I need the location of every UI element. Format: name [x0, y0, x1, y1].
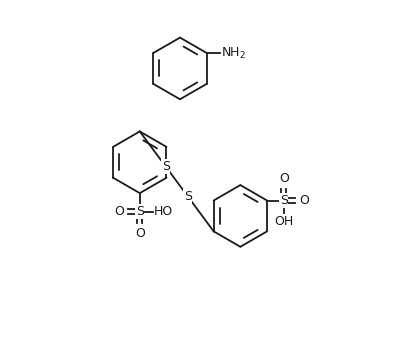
Text: S: S: [184, 190, 192, 203]
Text: S: S: [162, 160, 170, 173]
Text: NH$_2$: NH$_2$: [221, 46, 246, 61]
Text: O: O: [115, 205, 124, 218]
Text: S: S: [136, 205, 144, 218]
Text: O: O: [135, 227, 145, 240]
Text: HO: HO: [154, 205, 173, 218]
Text: S: S: [280, 194, 288, 207]
Text: OH: OH: [274, 215, 294, 227]
Text: O: O: [299, 194, 309, 207]
Text: O: O: [279, 172, 289, 185]
